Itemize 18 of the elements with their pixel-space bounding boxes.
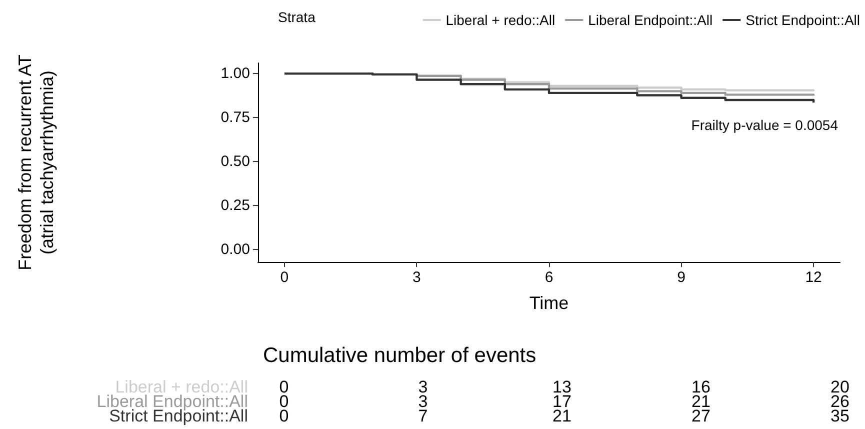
- annotation: Frailty p-value = 0.0054: [691, 117, 838, 133]
- x-tick-label: 6: [544, 269, 554, 286]
- x-tick-label: 12: [805, 269, 822, 286]
- x-axis-title: Time: [529, 293, 569, 313]
- y-tick-label: 0.00: [220, 241, 250, 258]
- legend-label: Strict Endpoint::All: [746, 12, 860, 28]
- x-tick-label: 0: [280, 269, 289, 286]
- legend-label: Liberal Endpoint::All: [588, 12, 713, 28]
- legend-title: Strata: [278, 9, 316, 25]
- x-tick-label: 3: [412, 269, 421, 286]
- legend-label: Liberal + redo::All: [446, 12, 556, 28]
- x-tick-label: 9: [677, 269, 686, 286]
- y-tick-label: 0.25: [220, 197, 250, 214]
- y-tick-label: 1.00: [220, 65, 250, 82]
- y-tick-label: 0.75: [220, 109, 250, 126]
- y-tick-label: 0.50: [220, 153, 250, 170]
- text: Cumulative number of events: [263, 344, 536, 367]
- y-axis-title: Freedom from recurrent AT (atrial tachyarrhythmia): [15, 54, 57, 270]
